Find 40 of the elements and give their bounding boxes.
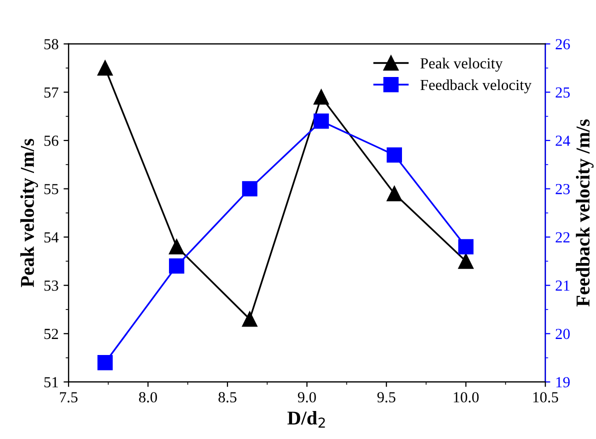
point — [168, 258, 184, 274]
y2-tick-label: 19 — [556, 377, 570, 388]
y-tick-label: 52 — [44, 328, 58, 340]
x-tick-label: 8.5 — [218, 392, 236, 402]
x-axis-title: D/d$_{2}$ — [287, 410, 325, 428]
x-tick-label: 8.0 — [139, 392, 157, 402]
y2-tick-label: 23 — [556, 184, 570, 194]
point — [386, 147, 402, 163]
legend-label: Feedback velocity — [420, 79, 532, 94]
point — [97, 354, 113, 370]
y-tick-label: 57 — [44, 87, 58, 98]
y2-tick-label: 25 — [556, 87, 570, 98]
y2-tick-label: 20 — [556, 328, 570, 340]
y2-tick-label: 24 — [556, 136, 570, 146]
x-tick-label: 7.5 — [60, 392, 78, 402]
point — [242, 181, 258, 196]
y2-tick-label: 26 — [556, 39, 570, 50]
x-tick-label: 9.5 — [377, 392, 396, 402]
legend-label: Peak velocity — [420, 58, 503, 72]
point — [314, 114, 329, 129]
point — [168, 239, 184, 254]
x-tick-label: 10.5 — [533, 392, 558, 402]
x-tick-label: 10.0 — [454, 392, 479, 402]
y-axis-title: Peak velocity /m/s — [20, 138, 38, 288]
point — [314, 89, 329, 105]
point — [242, 312, 258, 327]
y-tick-label: 56 — [44, 136, 58, 146]
point — [97, 60, 113, 76]
y2-axis-title: Feedback velocity /m/s — [576, 119, 594, 307]
point — [386, 186, 402, 202]
y-tick-label: 53 — [44, 280, 58, 291]
y-tick-label: 51 — [44, 377, 58, 388]
y2-tick-label: 22 — [556, 232, 570, 242]
y-tick-label: 55 — [44, 184, 58, 194]
point — [458, 239, 474, 254]
point — [458, 254, 474, 269]
y2-tick-label: 21 — [556, 280, 570, 291]
x-tick-label: 9.0 — [298, 392, 316, 402]
y-tick-label: 58 — [44, 39, 58, 50]
y-tick-label: 54 — [44, 232, 59, 243]
